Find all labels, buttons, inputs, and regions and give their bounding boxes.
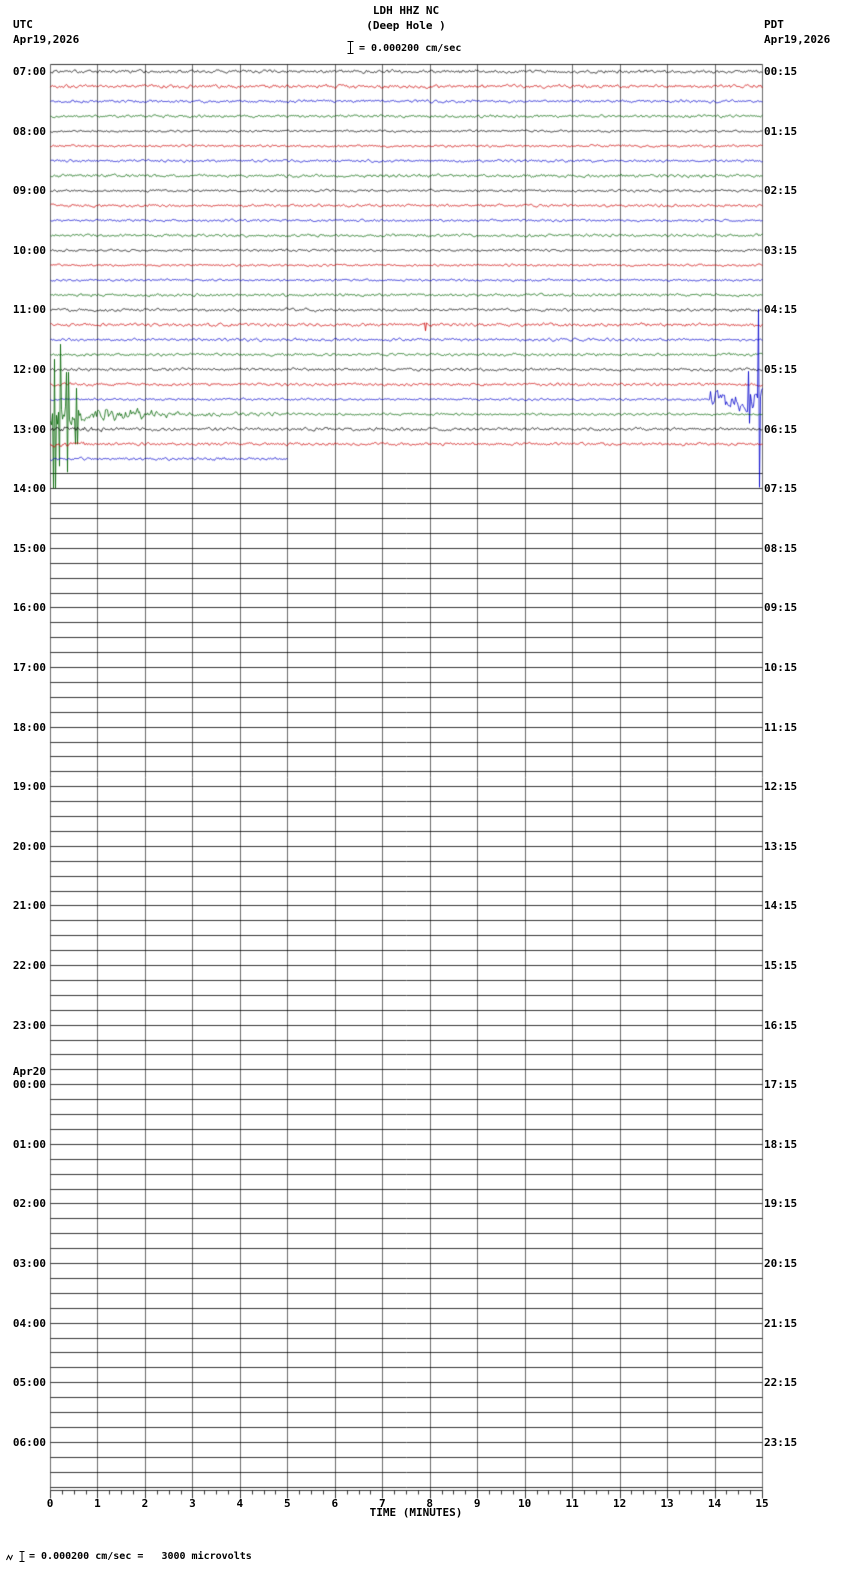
scale-bar-icon (347, 39, 354, 58)
utc-time-label: 21:00 (12, 899, 46, 913)
pdt-time-label: 11:15 (764, 720, 798, 734)
utc-header: UTC (13, 18, 33, 31)
x-tick-label: 1 (94, 1497, 101, 1510)
scale-bar-icon-small (19, 1547, 25, 1566)
utc-date: Apr19,2026 (13, 33, 80, 46)
utc-time-label: 11:00 (12, 303, 46, 317)
utc-time-label: 20:00 (12, 839, 46, 853)
pdt-time-label: 01:15 (764, 124, 798, 138)
x-tick-label: 11 (565, 1497, 579, 1510)
pdt-time-label: 08:15 (764, 541, 798, 555)
utc-time-label: 16:00 (12, 601, 46, 615)
pdt-time-label: 00:15 (764, 65, 798, 78)
pdt-time-label: 15:15 (764, 959, 798, 972)
pdt-time-label: 06:15 (764, 422, 798, 436)
pdt-time-label: 19:15 (764, 1197, 798, 1211)
x-tick-label: 5 (284, 1497, 291, 1510)
pdt-time-label: 23:15 (764, 1435, 798, 1449)
utc-time-label: 06:00 (12, 1435, 46, 1449)
utc-time-label: 04:00 (12, 1316, 46, 1330)
pdt-date: Apr19,2026 (764, 33, 831, 46)
pdt-time-label: 09:15 (764, 601, 798, 615)
scale-text: = 0.000200 cm/sec (359, 43, 462, 54)
pdt-time-label: 07:15 (764, 482, 798, 496)
x-tick-label: 13 (660, 1497, 674, 1510)
pdt-header: PDT (764, 18, 784, 31)
utc-time-label: 18:00 (12, 720, 46, 734)
utc-time-label: 22:00 (12, 959, 46, 972)
utc-time-label: Apr20 00:00 (12, 1065, 46, 1092)
utc-time-label: 13:00 (12, 422, 46, 436)
pdt-time-label: 14:15 (764, 899, 798, 913)
x-tick-label: 4 (236, 1497, 244, 1510)
pdt-time-label: 22:15 (764, 1376, 798, 1390)
x-tick-label: 12 (612, 1497, 627, 1510)
utc-time-label: 23:00 (12, 1018, 46, 1032)
pdt-time-label: 10:15 (764, 661, 798, 674)
x-tick-label: 0 (46, 1497, 54, 1510)
pdt-time-label: 21:15 (764, 1316, 798, 1330)
x-axis-title: TIME (MINUTES) (369, 1506, 463, 1519)
pdt-time-label: 13:15 (764, 839, 798, 853)
utc-time-label: 07:00 (12, 65, 46, 78)
x-tick-label: 2 (141, 1497, 149, 1510)
utc-time-label: 15:00 (12, 541, 46, 555)
pdt-time-label: 05:15 (764, 363, 798, 376)
pdt-time-label: 16:15 (764, 1018, 798, 1032)
amplitude-scale: = 0.000200 cm/sec (347, 39, 461, 58)
utc-time-label: 01:00 (12, 1137, 46, 1151)
x-tick-label: 9 (473, 1497, 481, 1510)
pdt-time-label: 20:15 (764, 1257, 798, 1270)
station-title: LDH HHZ NC (372, 4, 440, 17)
x-tick-label: 8 (426, 1497, 434, 1510)
pdt-time-label: 17:15 (764, 1078, 798, 1092)
utc-time-label: 14:00 (12, 482, 46, 496)
pdt-time-label: 18:15 (764, 1137, 798, 1151)
utc-time-label: 05:00 (12, 1376, 46, 1390)
x-tick-label: 7 (378, 1497, 386, 1510)
utc-time-label: 09:00 (12, 184, 46, 198)
pdt-time-label: 03:15 (764, 243, 798, 257)
x-tick-label: 6 (331, 1497, 339, 1510)
x-tick-label: 10 (518, 1497, 532, 1510)
utc-time-label: 17:00 (12, 661, 46, 674)
utc-time-label: 19:00 (12, 780, 46, 794)
pdt-time-label: 12:15 (764, 780, 798, 794)
x-tick-label: 15 (755, 1497, 769, 1510)
scale-note-text: = 0.000200 cm/sec = 3000 microvolts (29, 1551, 252, 1562)
utc-time-label: 02:00 (12, 1197, 46, 1211)
wave-icon (6, 1547, 15, 1566)
pdt-time-label: 02:15 (764, 184, 798, 198)
utc-time-label: 12:00 (12, 363, 46, 376)
x-tick-label: 14 (707, 1497, 722, 1510)
station-subtitle: (Deep Hole ) (366, 19, 446, 32)
utc-time-label: 08:00 (12, 124, 46, 138)
utc-time-label: 03:00 (12, 1257, 46, 1270)
footer-scale-note: = 0.000200 cm/sec = 3000 microvolts (6, 1547, 252, 1566)
utc-time-label: 10:00 (12, 243, 46, 257)
pdt-time-label: 04:15 (764, 303, 798, 317)
x-tick-label: 3 (189, 1497, 196, 1510)
